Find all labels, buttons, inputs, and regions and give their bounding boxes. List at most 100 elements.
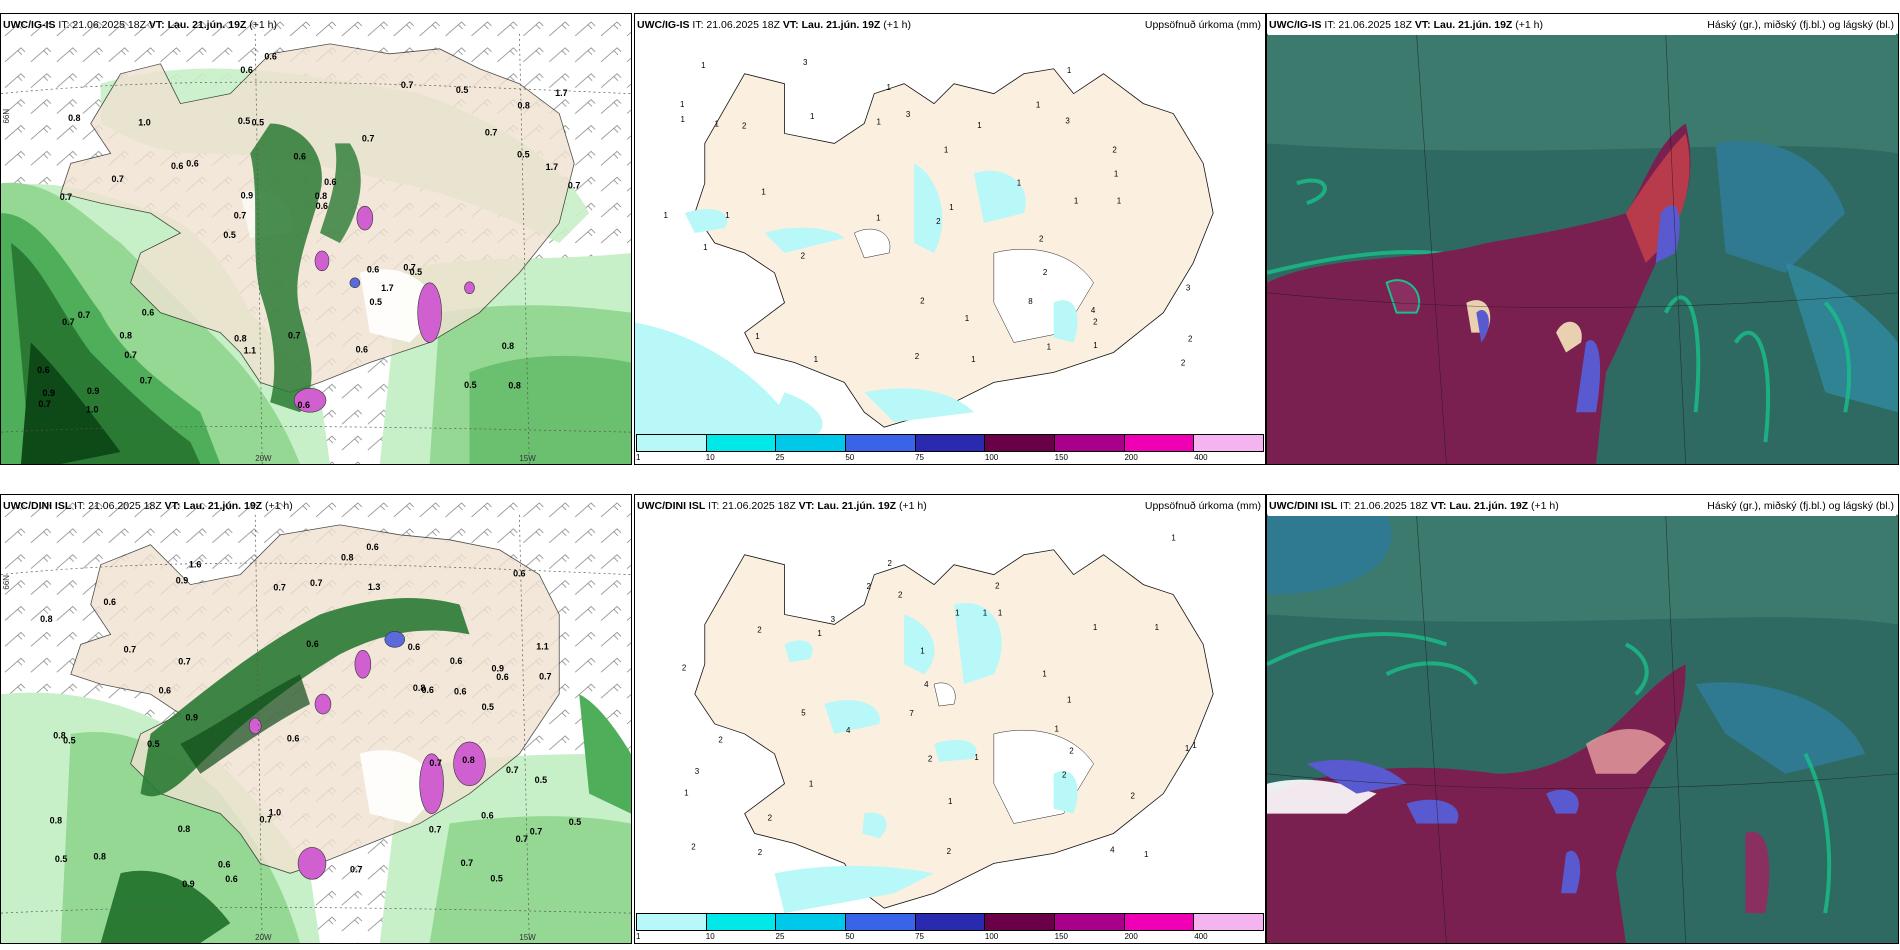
- value-label: 0.6: [298, 400, 310, 410]
- value-label: 1: [887, 83, 892, 92]
- value-label: 0.6: [421, 685, 433, 695]
- value-label: 2: [742, 121, 747, 130]
- value-label: 0.5: [370, 297, 382, 307]
- value-label: 0.9: [186, 713, 198, 723]
- cloud-map-dini: [1267, 514, 1898, 943]
- value-label: 0.8: [120, 331, 132, 341]
- colorbar-swatch: [1124, 914, 1195, 930]
- value-label: 2: [995, 582, 1000, 591]
- value-labels: 0.80.70.80.50.70.90.50.60.70.60.60.70.50…: [37, 52, 580, 415]
- value-label: 0.5: [410, 267, 422, 277]
- colorbar-swatch: [776, 435, 847, 451]
- graticule: [1, 514, 631, 943]
- value-label: 0.8: [517, 101, 529, 111]
- value-label: 1: [1192, 741, 1197, 750]
- colorbar-label: 25: [775, 932, 785, 941]
- lat-label-66n: 66N: [2, 109, 11, 124]
- value-label: 2: [1039, 234, 1044, 243]
- value-label: 1: [809, 780, 814, 789]
- wind-map-dini: 0.61.10.70.60.51.60.90.80.60.70.70.80.50…: [1, 495, 631, 943]
- value-label: 3: [1065, 116, 1070, 125]
- colorbar-swatch: [1055, 435, 1125, 451]
- value-label: 3: [695, 767, 700, 776]
- value-label: 2: [691, 842, 696, 851]
- precip-colorbar-labels: 1 10 25 50 75 100 150 200 400: [636, 453, 1264, 464]
- value-label: 0.6: [316, 201, 328, 211]
- value-label: 0.6: [356, 345, 368, 355]
- colorbar-swatch: [846, 435, 916, 451]
- value-label: 1: [817, 629, 822, 638]
- value-label: 4: [1091, 306, 1096, 315]
- value-label: 3: [831, 615, 836, 624]
- value-label: 0.7: [403, 262, 415, 272]
- panel-cloud-igis: UWC/IG-IS IT: 21.06.2025 18Z VT: Lau. 21…: [1266, 13, 1899, 465]
- wind-map-igis: 0.80.70.80.50.70.90.50.60.70.60.60.70.50…: [1, 14, 631, 464]
- value-label: 0.8: [40, 614, 52, 624]
- heavy-precip-cells: [248, 631, 486, 880]
- value-label: 0.8: [178, 824, 190, 834]
- colorbar-label: 400: [1194, 453, 1208, 462]
- value-label: 2: [947, 847, 952, 856]
- value-label: 1: [810, 112, 815, 121]
- value-label: 2: [758, 848, 763, 857]
- value-label: 1: [948, 797, 953, 806]
- value-label: 2: [1112, 146, 1117, 155]
- colorbar-swatch: [637, 435, 707, 451]
- value-label: 0.7: [38, 399, 50, 409]
- precip-colorbar: [636, 434, 1264, 452]
- value-label: 2: [757, 625, 762, 634]
- panel-header: UWC/IG-IS IT: 21.06.2025 18Z VT: Lau. 21…: [1268, 15, 1896, 35]
- value-label: 0.7: [124, 350, 136, 360]
- value-label: 2: [1093, 318, 1098, 327]
- value-label: 0.8: [462, 755, 474, 765]
- value-label: 1: [876, 214, 881, 223]
- value-label: 0.7: [140, 376, 152, 386]
- value-label: 1: [1114, 170, 1119, 179]
- green-bands: [250, 123, 361, 413]
- value-label: 1: [998, 608, 1003, 617]
- value-label: 0.8: [94, 852, 106, 862]
- value-label: 0.7: [429, 825, 441, 835]
- value-label: 4: [1110, 846, 1115, 855]
- value-labels: 0.61.10.70.60.51.60.90.80.60.70.70.80.50…: [40, 542, 581, 889]
- value-label: 1: [1093, 623, 1098, 632]
- lon-label-15w: 15W: [519, 933, 536, 942]
- value-label: 0.7: [259, 815, 271, 825]
- value-label: 0.9: [176, 576, 188, 586]
- lon-label-15w: 15W: [519, 454, 536, 463]
- value-label: 2: [718, 735, 723, 744]
- colorbar-label: 400: [1194, 932, 1208, 941]
- value-label: 1: [1047, 343, 1052, 352]
- value-label: 0.5: [238, 116, 250, 126]
- colorbar-label: 1: [636, 932, 641, 941]
- value-label: 0.6: [218, 860, 230, 870]
- colorbar-swatch: [985, 435, 1056, 451]
- value-label: 1: [944, 146, 949, 155]
- value-label: 1: [681, 115, 686, 124]
- precip-colorbar: [636, 913, 1264, 931]
- value-label: 2: [1188, 334, 1193, 343]
- value-label: 0.5: [252, 118, 264, 128]
- value-label: 1: [920, 646, 925, 655]
- value-label: 2: [1181, 359, 1186, 368]
- value-label: 0.7: [178, 657, 190, 667]
- value-label: 0.7: [539, 672, 551, 682]
- value-label: 0.6: [454, 687, 466, 697]
- colorbar-label: 100: [984, 453, 999, 462]
- value-label: 1: [1017, 178, 1022, 187]
- value-label: 1: [1042, 669, 1047, 678]
- high-cloud-mass: [1267, 664, 1770, 943]
- value-label: 0.7: [350, 864, 362, 874]
- value-label: 1: [1074, 197, 1079, 206]
- value-label: 0.7: [62, 317, 74, 327]
- value-label: 0.8: [413, 683, 425, 693]
- lat-label-66n: 66N: [2, 575, 11, 590]
- value-label: 0.6: [103, 597, 115, 607]
- value-label: 2: [801, 252, 806, 261]
- value-label: 2: [867, 582, 872, 591]
- value-label: 0.7: [429, 758, 441, 768]
- value-label: 0.5: [569, 817, 581, 827]
- value-label: 2: [920, 296, 925, 305]
- panel-wind-igis: UWC/IG-IS IT: 21.06.2025 18Z VT: Lau. 21…: [0, 13, 632, 465]
- value-label: 1: [1117, 196, 1122, 205]
